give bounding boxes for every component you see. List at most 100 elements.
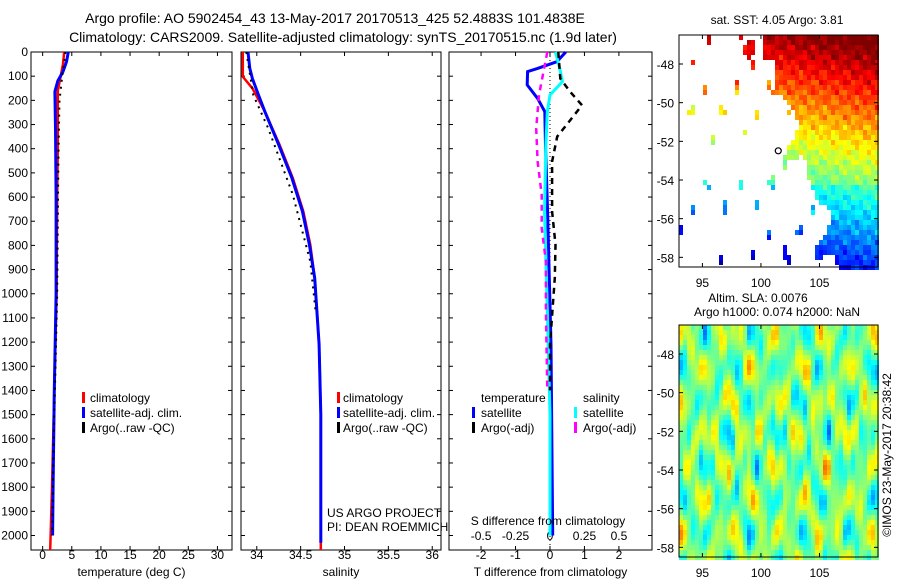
map-cell	[727, 465, 731, 470]
map-cell	[703, 350, 707, 355]
map-cell	[779, 400, 783, 405]
map-cell	[807, 450, 811, 455]
map-cell	[703, 90, 707, 95]
map-cell	[779, 420, 783, 425]
map-cell	[875, 395, 879, 400]
map-cell	[859, 340, 863, 345]
map-cell	[711, 465, 715, 470]
map-cell	[871, 130, 875, 135]
map-cell	[763, 455, 767, 460]
map-cell	[863, 125, 867, 130]
map-cell	[811, 370, 815, 375]
map-cell	[703, 390, 707, 395]
map-cell	[735, 80, 739, 85]
map-cell	[687, 385, 691, 390]
map-cell	[815, 385, 819, 390]
map-cell	[823, 40, 827, 45]
map-cell	[847, 245, 851, 250]
map-cell	[779, 525, 783, 530]
map-cell	[775, 500, 779, 505]
map-cell	[699, 480, 703, 485]
map-cell	[747, 400, 751, 405]
map-cell	[867, 430, 871, 435]
map-cell	[819, 100, 823, 105]
map-cell	[683, 455, 687, 460]
map-cell	[843, 370, 847, 375]
map-cell	[811, 395, 815, 400]
map-cell	[839, 65, 843, 70]
map-cell	[875, 445, 879, 450]
top-x-tick-label: 0.5	[611, 529, 628, 543]
map-cell	[847, 495, 851, 500]
map-cell	[859, 535, 863, 540]
map-cell	[827, 495, 831, 500]
map-cell	[811, 425, 815, 430]
map-cell	[867, 400, 871, 405]
map-cell	[787, 365, 791, 370]
map-cell	[867, 255, 871, 260]
map-cell	[843, 460, 847, 465]
map-cell	[743, 535, 747, 540]
map-cell	[707, 535, 711, 540]
map-cell	[835, 405, 839, 410]
map-cell	[871, 200, 875, 205]
map-cell	[751, 530, 755, 535]
map-cell	[751, 415, 755, 420]
map-cell	[843, 125, 847, 130]
map-cell	[775, 550, 779, 555]
map-cell	[867, 60, 871, 65]
map-cell	[819, 110, 823, 115]
map-cell	[763, 480, 767, 485]
map-cell	[875, 180, 879, 185]
map-cell	[707, 475, 711, 480]
map-cell	[843, 190, 847, 195]
map-cell	[787, 415, 791, 420]
map-cell	[867, 345, 871, 350]
map-cell	[783, 375, 787, 380]
map-cell	[875, 90, 879, 95]
map-cell	[707, 505, 711, 510]
map-cell	[783, 500, 787, 505]
map-cell	[751, 455, 755, 460]
map-cell	[707, 365, 711, 370]
map-cell	[759, 525, 763, 530]
map-cell	[859, 160, 863, 165]
top-x-tick-label: -0.25	[502, 529, 530, 543]
map-cell	[875, 485, 879, 490]
map-cell	[859, 405, 863, 410]
map-cell	[715, 435, 719, 440]
map-cell	[787, 525, 791, 530]
map-cell	[747, 540, 751, 545]
map-cell	[851, 530, 855, 535]
map-cell	[711, 525, 715, 530]
map-cell	[871, 385, 875, 390]
map-cell	[811, 100, 815, 105]
map-cell	[695, 385, 699, 390]
map-cell	[827, 375, 831, 380]
map-cell	[847, 515, 851, 520]
map-cell	[775, 365, 779, 370]
map-cell	[831, 425, 835, 430]
map-cell	[831, 185, 835, 190]
map-cell	[679, 480, 683, 485]
map-cell	[767, 365, 771, 370]
map-cell	[783, 250, 787, 255]
map-cell	[735, 430, 739, 435]
map-cell	[835, 415, 839, 420]
map-cell	[731, 515, 735, 520]
map-cell	[779, 485, 783, 490]
map-cell	[683, 380, 687, 385]
map-cell	[783, 450, 787, 455]
map-cell	[699, 445, 703, 450]
map-cell	[843, 100, 847, 105]
map-cell	[787, 540, 791, 545]
map-cell	[723, 480, 727, 485]
map-cell	[803, 115, 807, 120]
map-cell	[839, 120, 843, 125]
map-cell	[703, 495, 707, 500]
y-tick-label: 1700	[1, 456, 28, 470]
map-cell	[859, 435, 863, 440]
legend-swatch-sal-argo	[574, 422, 577, 433]
map-cell	[755, 115, 759, 120]
map-cell	[735, 330, 739, 335]
